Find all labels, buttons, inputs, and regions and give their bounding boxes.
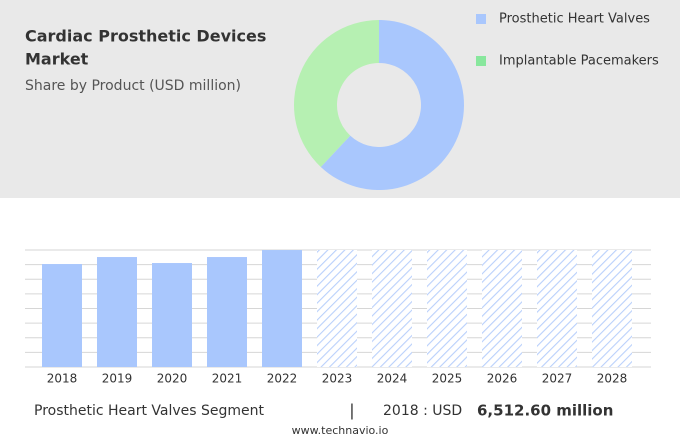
x-tick-label: 2023 bbox=[322, 372, 353, 386]
legend-swatch bbox=[476, 56, 486, 66]
donut-segment bbox=[320, 20, 464, 190]
x-tick-label: 2027 bbox=[542, 372, 573, 386]
forecast-placeholder bbox=[592, 250, 632, 367]
bar bbox=[42, 264, 82, 367]
bar bbox=[207, 257, 247, 367]
donut-segment bbox=[293, 20, 379, 167]
forecast-placeholder bbox=[372, 250, 412, 367]
forecast-placeholder bbox=[317, 250, 357, 367]
forecast-placeholder bbox=[537, 250, 577, 367]
chart-subtitle: Share by Product (USD million) bbox=[25, 78, 241, 94]
chart-title: Market bbox=[25, 50, 89, 69]
legend-label: Implantable Pacemakers bbox=[499, 54, 659, 69]
x-tick-label: 2022 bbox=[267, 372, 298, 386]
forecast-placeholder bbox=[482, 250, 522, 367]
footer-amount: 6,512.60 million bbox=[477, 402, 613, 420]
footer-separator: | bbox=[349, 401, 354, 420]
bar bbox=[152, 263, 192, 367]
source: www.technavio.io bbox=[292, 424, 389, 437]
chart-title: Cardiac Prosthetic Devices bbox=[25, 27, 266, 46]
forecast-placeholder bbox=[427, 250, 467, 367]
x-tick-label: 2026 bbox=[487, 372, 518, 386]
footer-year: 2018 : USD bbox=[383, 403, 462, 419]
x-tick-label: 2021 bbox=[212, 372, 243, 386]
x-tick-label: 2028 bbox=[597, 372, 628, 386]
x-tick-label: 2024 bbox=[377, 372, 408, 386]
x-tick-label: 2020 bbox=[157, 372, 188, 386]
x-tick-label: 2018 bbox=[47, 372, 78, 386]
legend-swatch bbox=[476, 14, 486, 24]
legend-label: Prosthetic Heart Valves bbox=[499, 12, 650, 27]
bar bbox=[97, 257, 137, 367]
x-tick-label: 2025 bbox=[432, 372, 463, 386]
bar bbox=[262, 250, 302, 367]
x-tick-label: 2019 bbox=[102, 372, 133, 386]
footer-segment: Prosthetic Heart Valves Segment bbox=[34, 403, 265, 419]
